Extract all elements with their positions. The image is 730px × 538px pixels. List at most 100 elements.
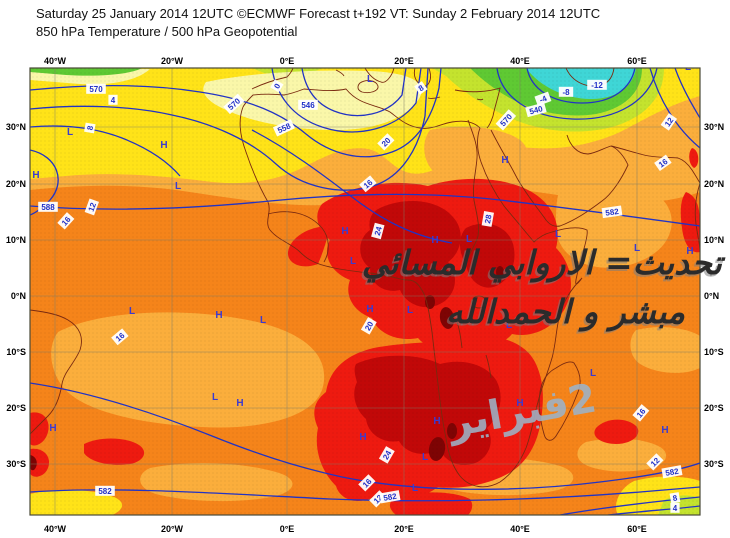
contour-label: -4 — [534, 91, 552, 106]
contour-label: 582 — [95, 485, 115, 496]
contour-label: 4 — [108, 94, 118, 105]
grid-layer — [30, 68, 700, 515]
lon-labels-bottom: 40°W 20°W 0°E 20°E 40°E 60°E — [44, 524, 647, 534]
lon-label: 40°W — [44, 524, 67, 534]
pressure-marker-H: H — [32, 170, 39, 181]
contour-label: -12 — [587, 79, 607, 90]
svg-text:4: 4 — [111, 96, 116, 105]
contour-label: 8 — [84, 122, 96, 134]
lat-label: 10°S — [704, 347, 724, 357]
lat-label: 20°N — [704, 179, 724, 189]
svg-text:-12: -12 — [591, 81, 603, 90]
contour-label: 12 — [84, 198, 99, 216]
pressure-marker-H: H — [215, 310, 222, 321]
contour-label: 582 — [601, 205, 623, 219]
pressure-marker-L: L — [466, 234, 472, 245]
svg-text:28: 28 — [483, 213, 494, 224]
pressure-marker-L: L — [260, 315, 266, 326]
contour-label: 546 — [298, 99, 318, 110]
svg-text:24: 24 — [373, 225, 384, 236]
arabic-overlay-line1: تحديث= الاروابي المسائي — [361, 243, 722, 282]
svg-text:588: 588 — [41, 203, 55, 212]
svg-text:4: 4 — [673, 504, 678, 513]
lat-label: 20°S — [6, 403, 26, 413]
pressure-marker-H: H — [359, 432, 366, 443]
lat-label: 10°N — [704, 235, 724, 245]
svg-text:8: 8 — [417, 83, 426, 93]
chart-header: Saturday 25 January 2014 12UTC ©ECMWF Fo… — [36, 5, 600, 41]
pressure-marker-L: L — [212, 392, 218, 403]
pressure-marker-L: L — [685, 62, 691, 73]
contour-label: 540 — [525, 102, 547, 118]
contour-label: 582 — [661, 465, 683, 479]
contour-label: 24 — [378, 446, 395, 464]
contour-label: 582 — [379, 490, 401, 504]
svg-text:582: 582 — [98, 487, 112, 496]
pressure-marker-L: L — [129, 306, 135, 317]
contour-label: 16 — [654, 154, 672, 172]
svg-text:570: 570 — [89, 85, 103, 94]
svg-text:546: 546 — [301, 101, 315, 110]
lon-label: 20°E — [394, 56, 414, 66]
lat-label: 10°N — [6, 235, 26, 245]
svg-text:-4: -4 — [538, 94, 548, 105]
pressure-marker-L: L — [634, 243, 640, 254]
lat-labels-left: 30°N 20°N 10°N 0°N 10°S 20°S 30°S — [6, 122, 26, 469]
pressure-marker-H: H — [501, 155, 508, 166]
lon-labels-top: 40°W 20°W 0°E 20°E 40°E 60°E — [44, 56, 647, 66]
svg-text:540: 540 — [528, 104, 544, 116]
lat-label: 30°N — [704, 122, 724, 132]
pressure-marker-layer: L H H L L L H L H L H H L L L H L H L L L H L H H H L H H L — [32, 62, 693, 494]
geopotential-contour-layer — [30, 68, 700, 515]
lon-label: 60°E — [627, 524, 647, 534]
pressure-marker-L: L — [367, 74, 373, 85]
lon-label: 60°E — [627, 56, 647, 66]
contour-label: 588 — [38, 201, 58, 212]
svg-text:582: 582 — [665, 467, 680, 478]
svg-text:-8: -8 — [562, 88, 570, 97]
pressure-marker-H: H — [49, 423, 56, 434]
pressure-marker-L: L — [555, 229, 561, 240]
svg-text:582: 582 — [383, 492, 398, 503]
lon-label: 40°E — [510, 56, 530, 66]
pressure-marker-H: H — [516, 398, 523, 409]
lat-label: 30°S — [704, 459, 724, 469]
pressure-marker-H: H — [341, 226, 348, 237]
header-line2: 850 hPa Temperature / 500 hPa Geopotenti… — [36, 24, 298, 39]
contour-label: 12 — [660, 113, 678, 131]
contour-label: 8 — [669, 492, 681, 504]
svg-text:8: 8 — [85, 125, 95, 131]
contour-label: 8 — [414, 81, 428, 95]
lon-label: 0°E — [280, 524, 295, 534]
pressure-marker-L: L — [412, 483, 418, 494]
contour-label: 20 — [360, 317, 377, 335]
pressure-marker-H: H — [236, 398, 243, 409]
pressure-marker-L: L — [175, 181, 181, 192]
svg-text:12: 12 — [87, 201, 99, 213]
pressure-marker-L: L — [407, 305, 413, 316]
contour-label: 28 — [481, 211, 494, 227]
map-border — [29, 67, 701, 516]
svg-text:8: 8 — [672, 493, 678, 503]
lon-label: 40°W — [44, 56, 67, 66]
lat-labels-right: 30°N 20°N 10°N 0°N 10°S 20°S 30°S — [704, 122, 724, 469]
contour-label: 4 — [670, 502, 680, 513]
header-line1: Saturday 25 January 2014 12UTC ©ECMWF Fo… — [36, 6, 601, 21]
svg-text:0: 0 — [272, 81, 282, 90]
contour-label: 0 — [270, 79, 284, 93]
contour-label: 570 — [86, 83, 106, 94]
lat-label: 0°N — [11, 291, 26, 301]
lat-label: 20°N — [6, 179, 26, 189]
lat-label: 20°S — [704, 403, 724, 413]
pressure-marker-L: L — [67, 127, 73, 138]
pressure-marker-H: H — [433, 416, 440, 427]
pressure-marker-H: H — [431, 235, 438, 246]
lon-label: 20°W — [161, 524, 184, 534]
pressure-marker-L: L — [350, 256, 356, 267]
pressure-marker-H: H — [160, 140, 167, 151]
contour-label: 24 — [371, 222, 385, 240]
lat-label: 0°N — [704, 291, 719, 301]
